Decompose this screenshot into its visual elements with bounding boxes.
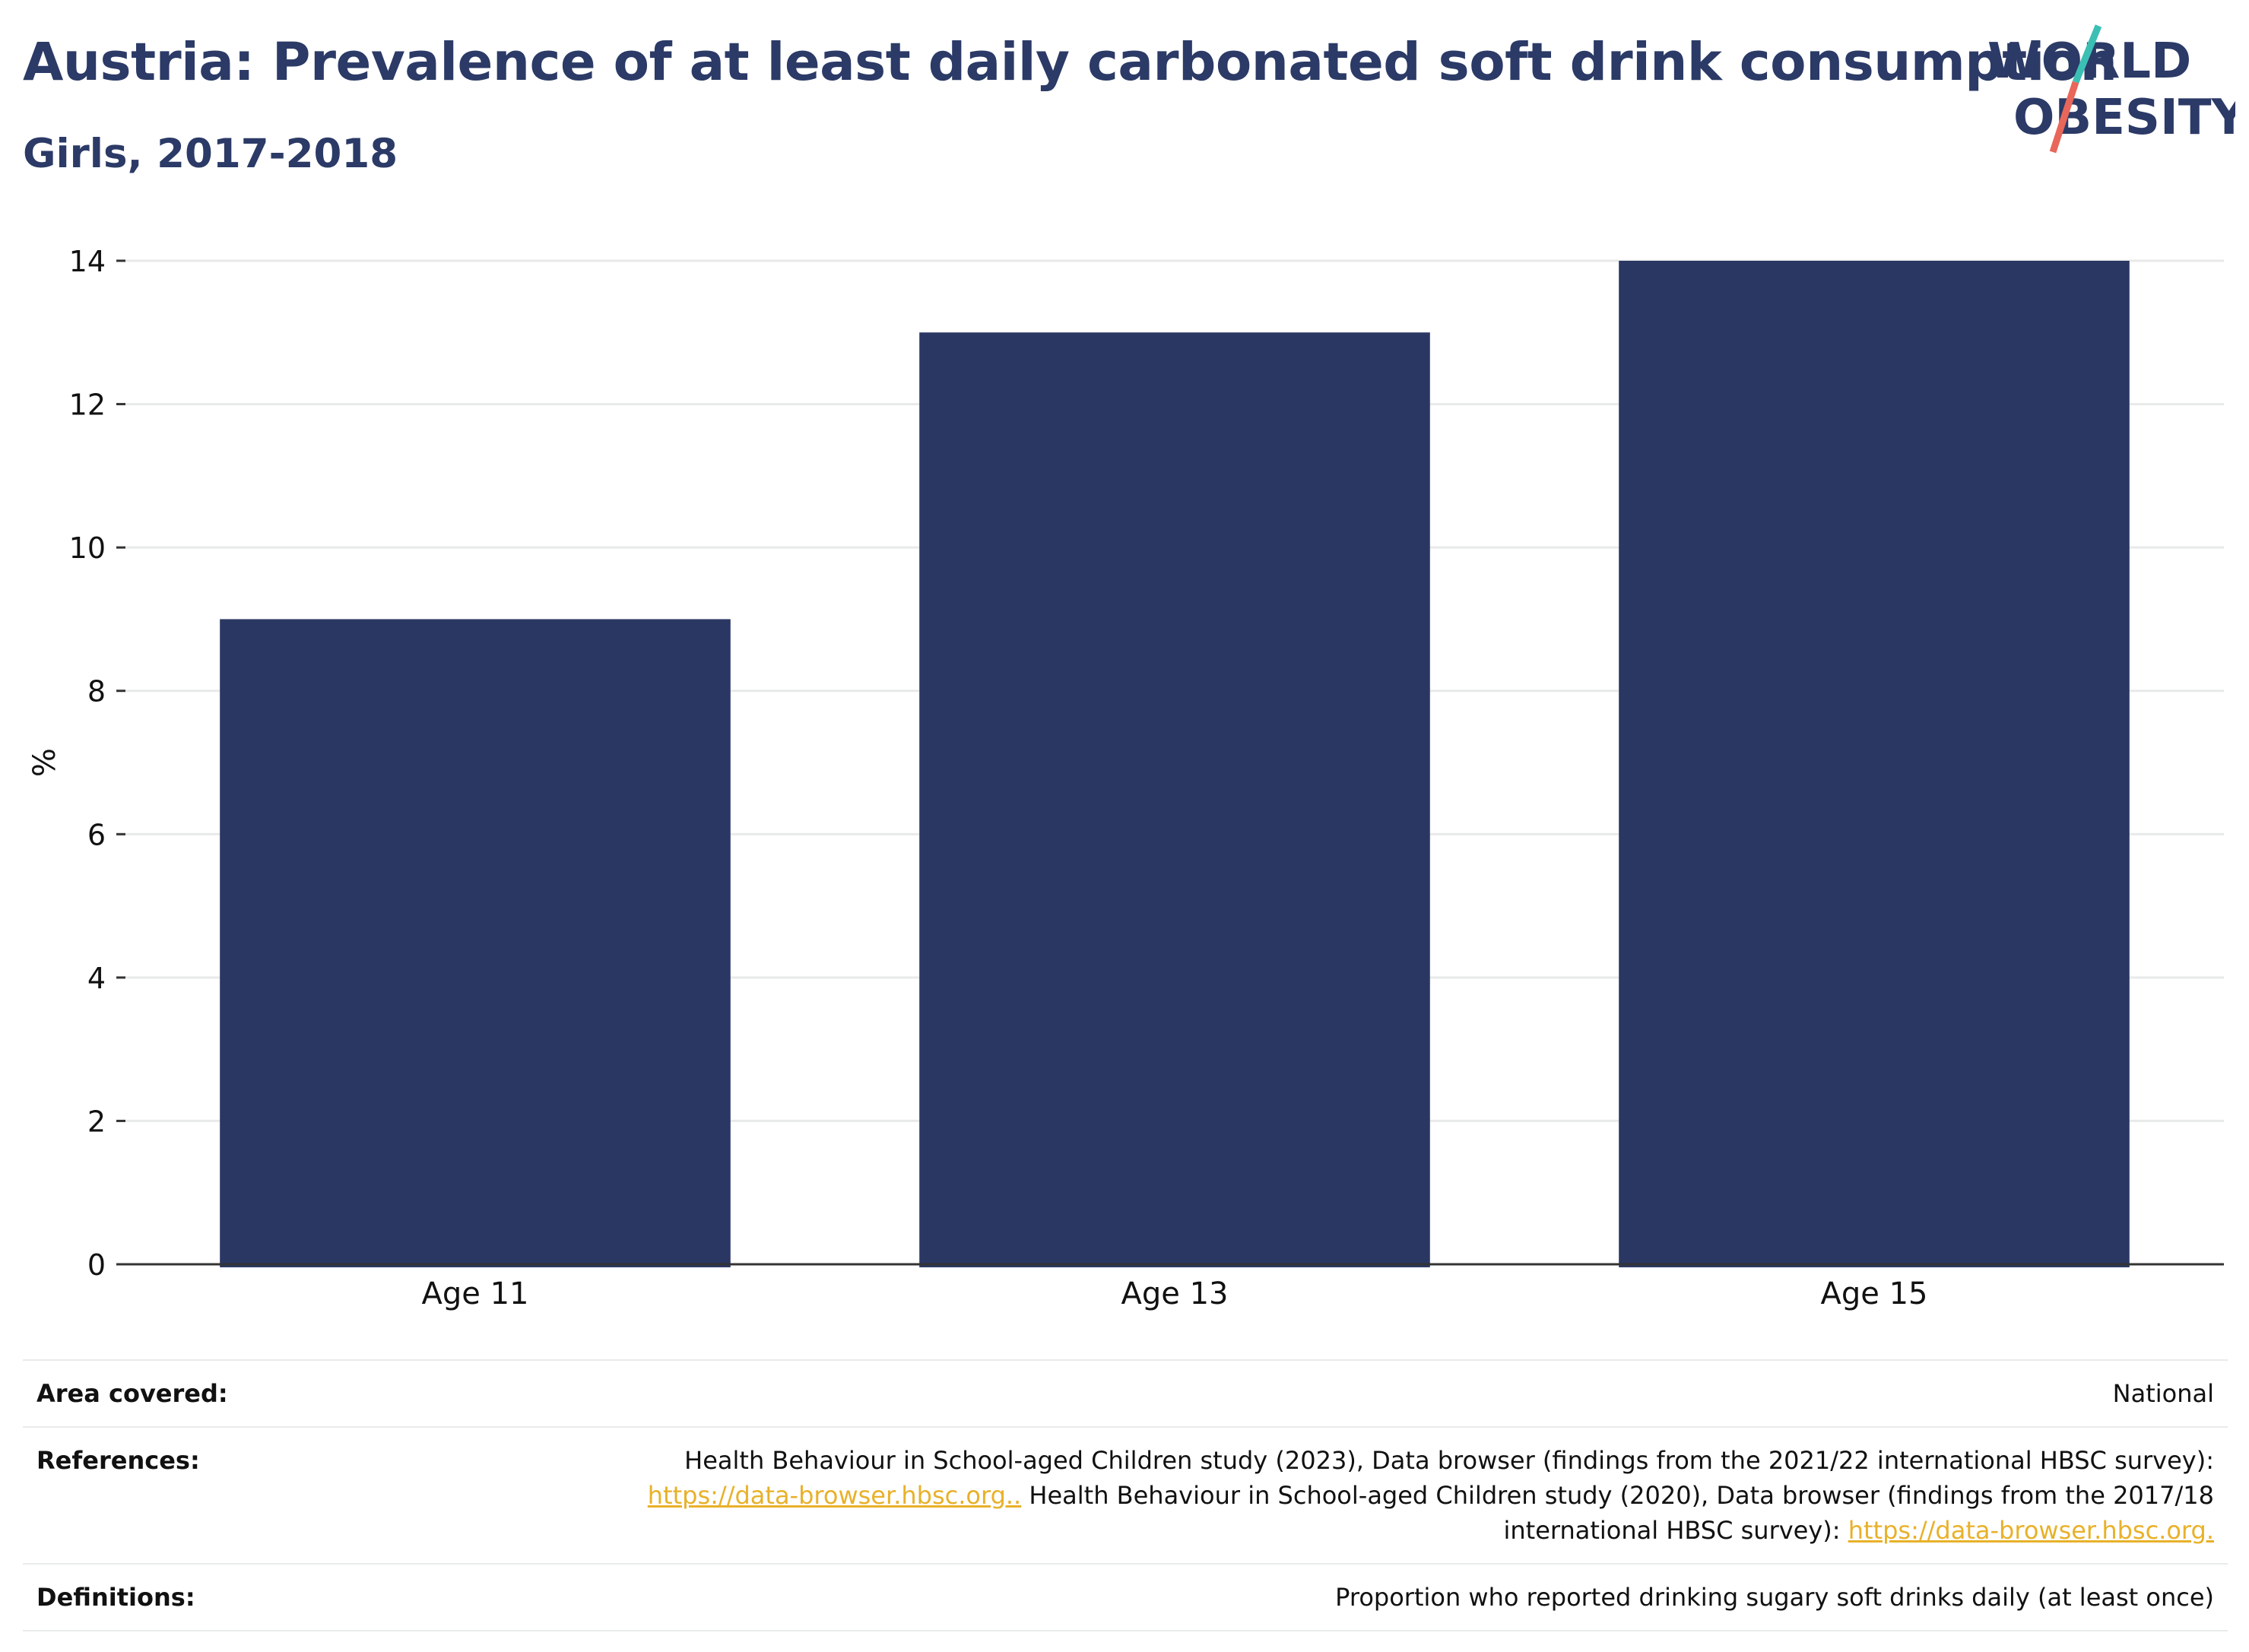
logo-slash-teal [2072,24,2102,84]
x-tick-label: Age 13 [1121,1276,1229,1311]
references-link-1[interactable]: https://data-browser.hbsc.org.. [647,1481,1022,1510]
footer-row-area: Area covered: National [23,1359,2228,1426]
references-value: Health Behaviour in School-aged Children… [341,1443,2214,1548]
y-tick-label: 10 [69,531,106,565]
references-label: References: [36,1446,200,1475]
references-link-2[interactable]: https://data-browser.hbsc.org. [1848,1516,2214,1545]
logo-slash-coral [2049,81,2079,154]
references-text-3: international HBSC survey): [1503,1516,1848,1545]
chart-subtitle: Girls, 2017-2018 [23,131,398,177]
bars [220,261,2130,1268]
logo-line2: OBESITY [2013,90,2235,146]
area-label: Area covered: [36,1379,228,1408]
definitions-value: Proportion who reported drinking sugary … [1335,1583,2214,1612]
x-tick-label: Age 11 [422,1276,529,1311]
y-tick-label: 6 [87,818,106,851]
y-axis-label: % [27,748,62,777]
bar-age-13 [919,332,1430,1268]
bar-age-11 [220,619,731,1267]
y-tick-label: 14 [69,245,106,278]
references-text-2: Health Behaviour in School-aged Children… [1021,1481,2214,1510]
y-tick-label: 12 [69,388,106,422]
footer-row-definitions: Definitions: Proportion who reported dri… [23,1563,2228,1631]
x-axis-ticks: Age 11 Age 13 Age 15 [422,1276,1928,1311]
chart-footer: Area covered: National References: Healt… [23,1359,2228,1631]
chart-title: Austria: Prevalence of at least daily ca… [23,32,2117,93]
footer-row-references: References: Health Behaviour in School-a… [23,1426,2228,1563]
bar-chart: 0 2 4 6 8 10 12 14 Age 11 Age 13 Age 15 % [27,245,2224,1311]
definitions-label: Definitions: [36,1583,195,1612]
y-axis-ticks: 0 2 4 6 8 10 12 14 [69,245,125,1282]
y-tick-label: 4 [87,962,106,995]
y-tick-label: 2 [87,1105,106,1138]
y-tick-label: 8 [87,675,106,709]
x-tick-label: Age 15 [1821,1276,1928,1311]
references-text-1: Health Behaviour in School-aged Children… [684,1446,2214,1475]
area-value: National [2112,1379,2214,1408]
bar-age-15 [1619,261,2130,1267]
world-obesity-logo: WORLD OBESITY [1987,24,2235,154]
y-tick-label: 0 [87,1248,106,1282]
